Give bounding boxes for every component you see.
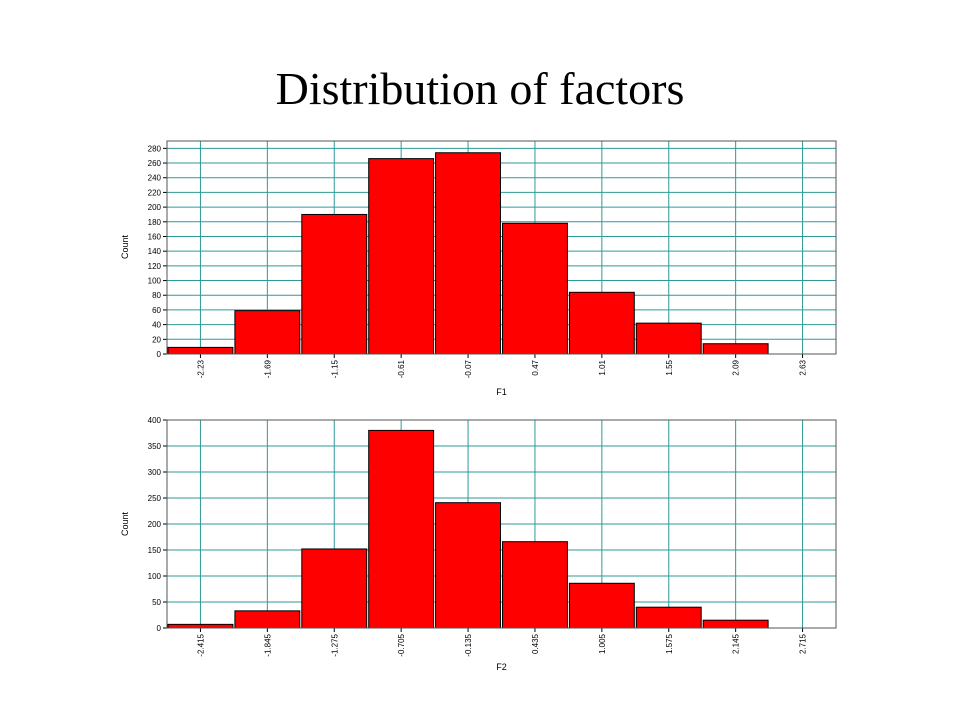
- bar-1.55: [635, 322, 702, 355]
- x-tick-label: 1.005: [598, 633, 607, 654]
- x-tick-label: -0.61: [397, 359, 406, 378]
- y-axis-label: Count: [120, 512, 130, 537]
- x-tick-label: -0.135: [464, 633, 473, 656]
- y-tick-label: 0: [157, 350, 162, 359]
- y-tick-label: 80: [152, 291, 161, 300]
- plot-frame: [166, 140, 837, 355]
- x-tick-label: 2.09: [732, 359, 741, 375]
- y-tick-label: 40: [152, 321, 161, 330]
- slide-title: Distribution of factors: [275, 63, 685, 114]
- bar--0.705: [368, 429, 435, 629]
- histogram-f2: 0 50 100 150 200 250 300 350 400 -2.415 -1.845 -1.2…: [120, 416, 837, 672]
- x-tick-label: -2.23: [196, 359, 205, 378]
- bar--1.845: [234, 610, 301, 629]
- bar--0.61: [368, 158, 435, 355]
- x-tick-label: 1.575: [665, 633, 674, 654]
- y-tick-label: 120: [148, 262, 162, 271]
- x-tick-label: 1.55: [665, 359, 674, 375]
- y-tick-label: 160: [148, 232, 162, 241]
- y-tick-label: 250: [148, 494, 162, 503]
- x-tick-label: 2.63: [799, 359, 808, 375]
- x-tick-label: -1.69: [263, 359, 272, 378]
- y-tick-label: 400: [148, 416, 162, 425]
- bar--1.275: [301, 548, 368, 629]
- y-tick-label: 100: [148, 277, 162, 286]
- x-tick-label: -0.705: [397, 633, 406, 656]
- bar-2.09: [702, 343, 769, 355]
- histogram-f1: 0 20 40 60 80 100 120 140 160 180 200 220 240 260 280 -…: [120, 140, 837, 397]
- y-tick-label: 140: [148, 247, 162, 256]
- bar-1.01: [568, 291, 635, 355]
- x-tick-label: -1.275: [330, 633, 339, 656]
- y-tick-label: 280: [148, 144, 162, 153]
- y-tick-label: 260: [148, 159, 162, 168]
- x-tick-label: -2.415: [196, 633, 205, 656]
- bar--1.15: [301, 213, 368, 355]
- y-tick-label: 240: [148, 174, 162, 183]
- y-tick-label: 100: [148, 572, 162, 581]
- y-tick-label: 150: [148, 546, 162, 555]
- y-tick-label: 300: [148, 468, 162, 477]
- y-tick-label: 20: [152, 335, 161, 344]
- y-tick-label: 180: [148, 218, 162, 227]
- x-tick-label: 0.435: [531, 633, 540, 654]
- bar-2.145: [702, 619, 769, 629]
- x-tick-label: 1.01: [598, 359, 607, 375]
- x-tick-label: -0.07: [464, 359, 473, 378]
- bar--2.23: [167, 346, 234, 355]
- bar-0.435: [502, 541, 568, 629]
- bar-1.575: [635, 606, 702, 629]
- y-tick-label: 220: [148, 188, 162, 197]
- bar-0.47: [502, 222, 568, 355]
- y-tick-label: 0: [157, 624, 162, 633]
- y-tick-label: 50: [152, 598, 161, 607]
- y-tick-label: 60: [152, 306, 161, 315]
- x-axis-label: F1: [496, 387, 507, 397]
- y-tick-label: 350: [148, 442, 162, 451]
- bar--0.07: [435, 152, 502, 355]
- x-tick-label: 2.715: [799, 633, 808, 654]
- bar--0.135: [435, 502, 502, 629]
- x-tick-label: 2.145: [732, 633, 741, 654]
- y-tick-label: 200: [148, 203, 162, 212]
- bar-1.005: [568, 582, 635, 629]
- bar--1.69: [234, 310, 301, 355]
- x-axis-label: F2: [496, 662, 507, 672]
- x-tick-label: -1.15: [330, 359, 339, 378]
- bar--2.415: [167, 623, 234, 629]
- y-tick-label: 200: [148, 520, 162, 529]
- x-tick-label: -1.845: [263, 633, 272, 656]
- x-tick-label: 0.47: [531, 359, 540, 375]
- plot-frame: [166, 419, 837, 629]
- y-axis-label: Count: [120, 235, 130, 260]
